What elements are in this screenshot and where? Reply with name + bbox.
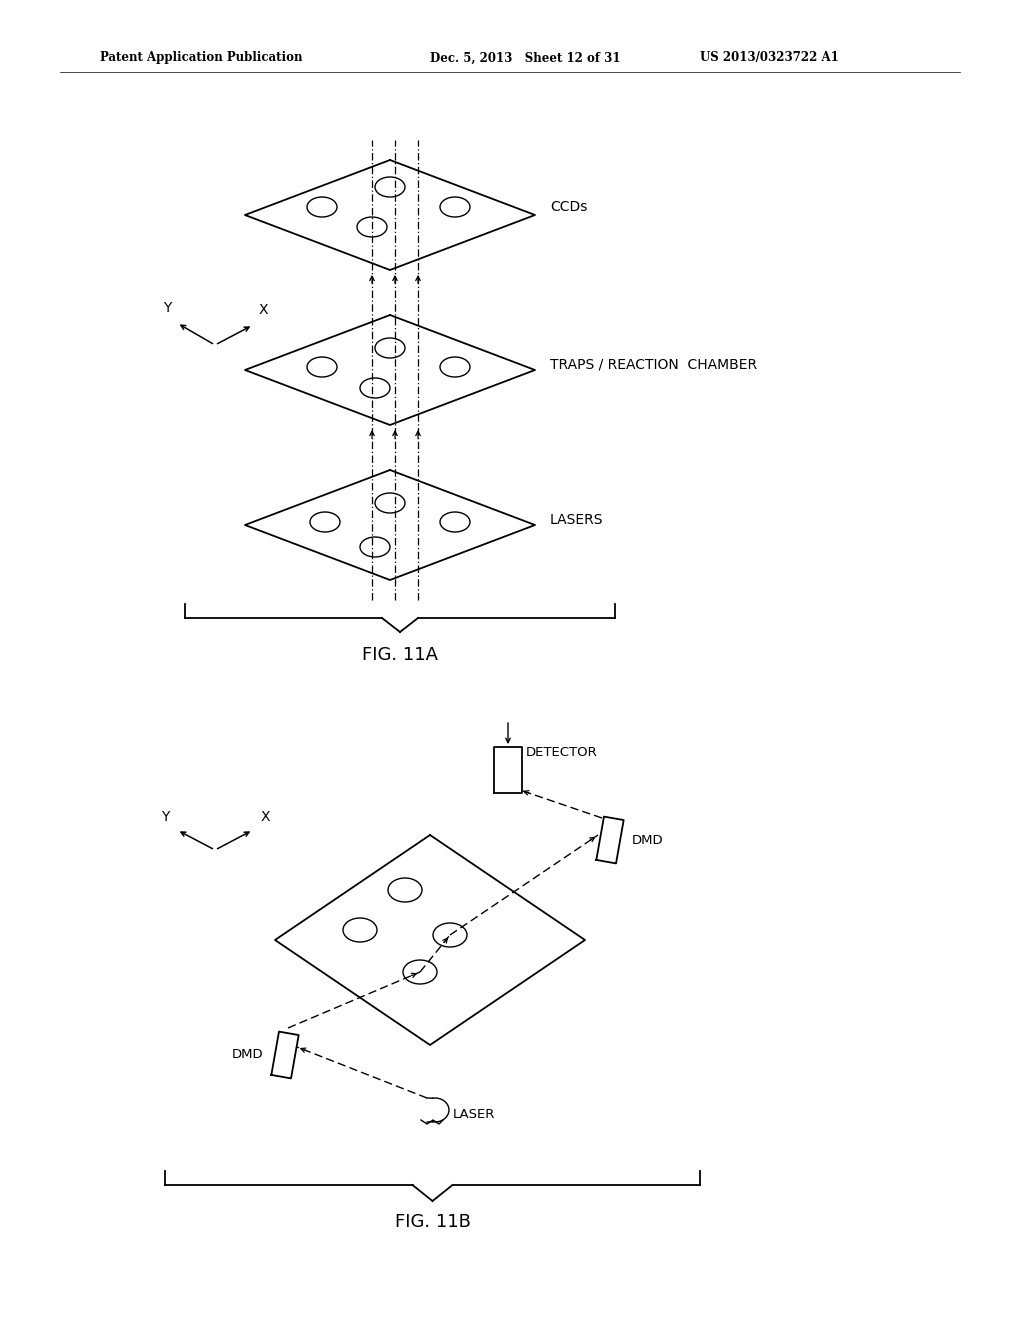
- Text: Y: Y: [163, 301, 171, 315]
- Text: DMD: DMD: [231, 1048, 263, 1061]
- Text: DETECTOR: DETECTOR: [526, 746, 598, 759]
- Text: Y: Y: [161, 810, 169, 824]
- Text: X: X: [260, 810, 269, 824]
- Text: LASER: LASER: [453, 1109, 496, 1122]
- Text: CCDs: CCDs: [550, 201, 588, 214]
- Text: DMD: DMD: [632, 833, 664, 846]
- Text: FIG. 11B: FIG. 11B: [394, 1213, 470, 1232]
- Text: TRAPS / REACTION  CHAMBER: TRAPS / REACTION CHAMBER: [550, 358, 757, 372]
- Text: FIG. 11A: FIG. 11A: [362, 645, 438, 664]
- Text: X: X: [258, 304, 267, 317]
- Text: Patent Application Publication: Patent Application Publication: [100, 51, 302, 65]
- Text: LASERS: LASERS: [550, 513, 603, 527]
- Text: US 2013/0323722 A1: US 2013/0323722 A1: [700, 51, 839, 65]
- Text: Dec. 5, 2013   Sheet 12 of 31: Dec. 5, 2013 Sheet 12 of 31: [430, 51, 621, 65]
